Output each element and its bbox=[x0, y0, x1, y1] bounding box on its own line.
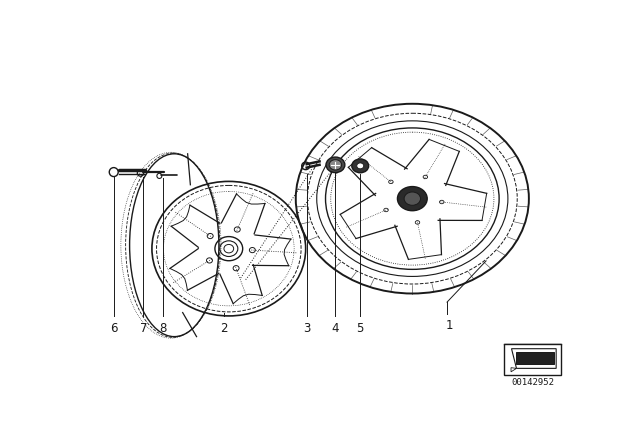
Text: 7: 7 bbox=[140, 322, 147, 335]
Text: 00142952: 00142952 bbox=[511, 378, 554, 387]
Text: 3: 3 bbox=[303, 322, 310, 335]
Polygon shape bbox=[516, 352, 554, 364]
Text: 8: 8 bbox=[159, 322, 167, 335]
Ellipse shape bbox=[329, 159, 342, 170]
Polygon shape bbox=[511, 368, 516, 372]
Ellipse shape bbox=[352, 159, 369, 173]
Text: 4: 4 bbox=[332, 322, 339, 335]
Ellipse shape bbox=[404, 192, 420, 205]
Text: 1: 1 bbox=[446, 319, 453, 332]
Ellipse shape bbox=[356, 163, 364, 169]
Text: 5: 5 bbox=[356, 322, 364, 335]
Text: 6: 6 bbox=[110, 322, 118, 335]
Ellipse shape bbox=[326, 157, 345, 172]
Ellipse shape bbox=[397, 186, 428, 211]
Bar bbox=[504, 344, 561, 375]
Text: 2: 2 bbox=[220, 322, 228, 335]
